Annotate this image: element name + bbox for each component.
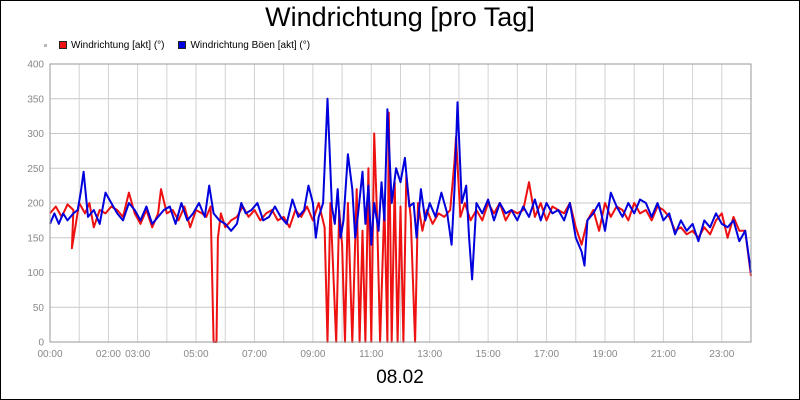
legend-swatch-red (59, 41, 67, 49)
x-tick-label: 21:00 (651, 349, 676, 360)
x-tick-label: 02:00 (96, 349, 121, 360)
x-tick-label: 23:00 (709, 349, 734, 360)
chart-title: Windrichtung [pro Tag] (265, 2, 535, 32)
legend-item-windrichtung[interactable]: Windrichtung [akt] (°) (59, 40, 164, 51)
legend-item-windrichtung-boeen[interactable]: Windrichtung Böen [akt] (°) (178, 40, 310, 51)
y-tick-label: 0 (38, 338, 44, 349)
y-tick-label: 300 (27, 129, 44, 140)
x-tick-label: 00:00 (37, 349, 62, 360)
x-tick-label: 17:00 (534, 349, 559, 360)
x-tick-label: 05:00 (184, 349, 209, 360)
x-tick-label: 03:00 (125, 349, 150, 360)
y-tick-label: 200 (27, 199, 44, 210)
chart-legend: Windrichtung [akt] (°) Windrichtung Böen… (44, 38, 324, 52)
y-tick-label: 400 (27, 60, 44, 71)
y-tick-label: 50 (33, 303, 45, 314)
series-line-1 (49, 97, 752, 281)
legend-toggle-dot[interactable] (44, 43, 47, 47)
legend-label: Windrichtung [akt] (°) (71, 39, 165, 51)
chart-date-label: 08.02 (376, 367, 424, 388)
legend-label: Windrichtung Böen [akt] (°) (190, 39, 311, 51)
y-tick-label: 150 (27, 233, 44, 244)
x-tick-label: 15:00 (476, 349, 501, 360)
plot-border (49, 63, 752, 343)
y-tick-label: 350 (27, 94, 44, 105)
x-tick-label: 11:00 (359, 349, 384, 360)
y-tick-label: 100 (27, 268, 44, 279)
x-tick-label: 07:00 (242, 349, 267, 360)
y-tick-label: 250 (27, 164, 44, 175)
x-tick-label: 09:00 (300, 349, 325, 360)
x-tick-label: 13:00 (417, 349, 442, 360)
x-tick-label: 19:00 (592, 349, 617, 360)
legend-swatch-blue (178, 41, 187, 49)
